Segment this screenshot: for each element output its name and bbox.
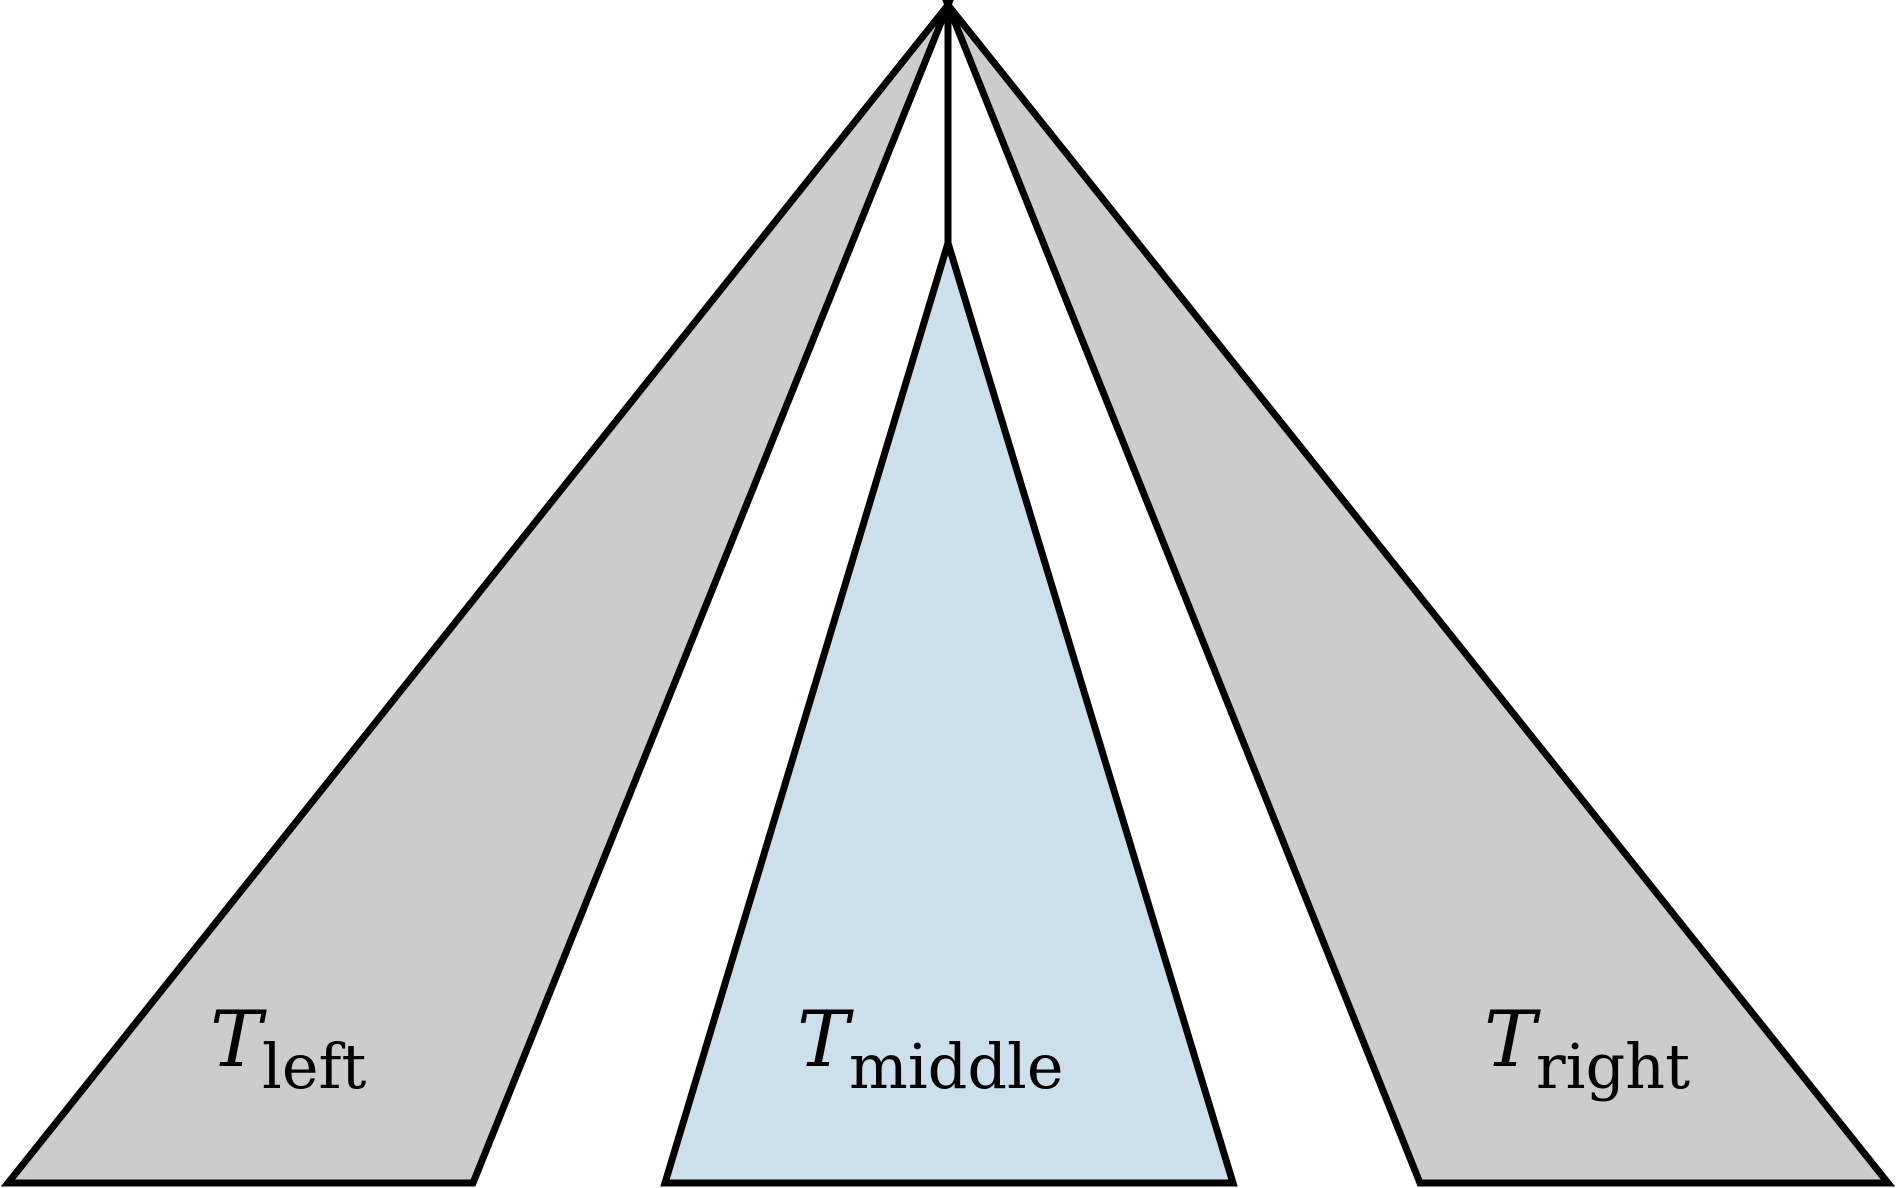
left-subtree-label: Tleft [210,995,366,1103]
right-subtree-symbol: T [1484,995,1541,1085]
right-subtree-shape [942,0,1896,1187]
left-subtree-subscript: left [262,1030,366,1103]
right-subtree-label: Tright [1484,995,1690,1103]
middle-subtree-shape [660,230,1238,1187]
right-subtree-subscript: right [1536,1030,1690,1103]
middle-subtree-subscript: middle [849,1030,1064,1103]
left-subtree-symbol: T [210,995,267,1085]
middle-subtree-symbol: T [797,995,854,1085]
middle-subtree-label: Tmiddle [797,995,1064,1103]
left-subtree-shape [0,0,954,1187]
